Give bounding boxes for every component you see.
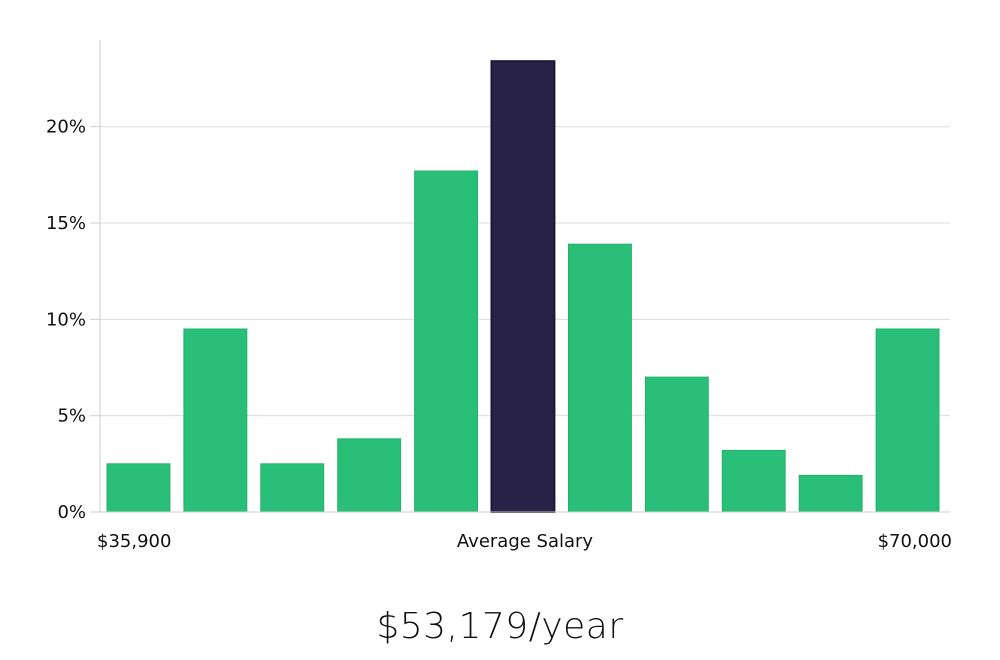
salary-bar (337, 438, 402, 513)
y-tick-label: 20% (46, 117, 86, 138)
x-min-label: $35,900 (97, 531, 171, 552)
x-max-label: $70,000 (878, 531, 952, 552)
average-salary-headline: $53,179/year (376, 606, 624, 647)
salary-bar (568, 243, 632, 513)
highlighted-salary-bar (490, 60, 556, 513)
salary-bar (644, 376, 709, 513)
y-tick-label: 0% (57, 502, 86, 523)
x-axis-title: Average Salary (457, 531, 594, 552)
salary-bar (414, 170, 479, 513)
salary-bar (798, 474, 863, 513)
y-tick-label: 15% (46, 213, 86, 234)
y-tick-label: 10% (46, 309, 86, 330)
bar-layer (106, 60, 940, 513)
salary-bar (875, 328, 940, 513)
axis-layer: 0% 5% 10% 15% 20% (46, 40, 950, 523)
salary-bar (106, 463, 171, 513)
salary-bar (183, 328, 248, 513)
salary-bar (721, 449, 786, 513)
y-tick-label: 5% (57, 406, 86, 427)
salary-bar (260, 463, 325, 513)
